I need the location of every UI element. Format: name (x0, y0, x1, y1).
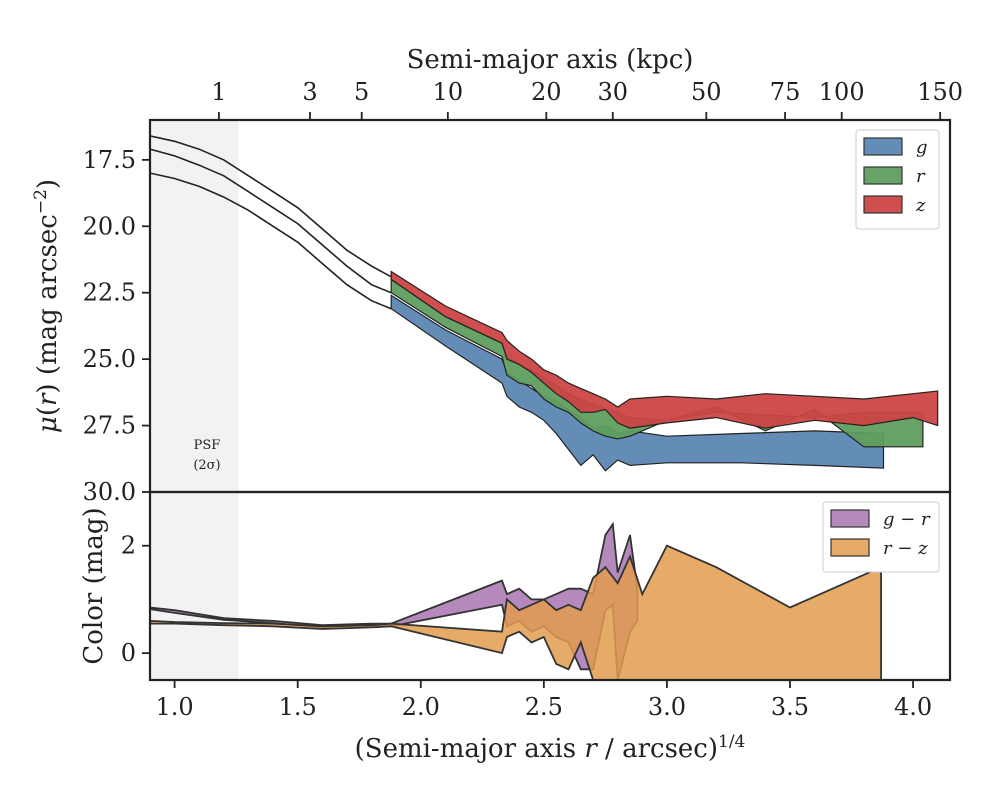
color-legend: g − r r − z (822, 501, 940, 573)
surface-brightness-legend: grz (855, 129, 940, 230)
top-tick-label: 100 (819, 78, 865, 106)
y-tick-label: 25.0 (83, 345, 136, 373)
x-tick-label: 3.0 (648, 693, 686, 721)
surface-brightness-panel: 17.5 20.0 22.5 25.0 27.5 30.0 1 3 5 10 20 30 50 75 10… (31, 45, 963, 506)
top-tick-label: 5 (354, 78, 369, 106)
y-tick-label: 0 (121, 639, 136, 667)
inner-profile-2 (150, 148, 392, 294)
y-tick-label: 20.0 (83, 212, 136, 240)
legend-label-z: z (915, 195, 926, 216)
x-tick-label: 2.0 (402, 693, 440, 721)
legend-label-r: r (916, 166, 926, 187)
inner-profile-3 (150, 172, 392, 310)
top-tick-label: 10 (433, 78, 464, 106)
top-tick-label: 150 (917, 78, 963, 106)
bottom-axis-title: (Semi-major axis r / arcsec)1/4 (355, 732, 746, 764)
color-ylabel: Color (mag) (79, 507, 109, 664)
legend-label-g-r: g − r (883, 509, 931, 530)
y-tick-label: 30.0 (83, 478, 136, 506)
color-panel: 0 2 1.0 1.5 2.0 2.5 3.0 3.5 4.0 Color (mag) (Se… (79, 490, 952, 764)
top-tick-label: 3 (302, 78, 317, 106)
inner-profile-1 (150, 135, 392, 278)
legend-label-g: g (916, 137, 928, 158)
psf-label-line2: (2σ) (193, 458, 220, 473)
y-tick-label: 22.5 (83, 279, 136, 307)
series-r-z-band (150, 544, 882, 680)
top-tick-label: 75 (770, 78, 801, 106)
legend-swatch-g (863, 137, 903, 156)
y-tick-label: 2 (121, 532, 136, 560)
top-tick-label: 1 (211, 78, 226, 106)
top-tick-label: 30 (597, 78, 628, 106)
legend-swatch-r (863, 166, 903, 185)
y-tick-label: 27.5 (83, 412, 136, 440)
x-tick-label: 3.5 (771, 693, 809, 721)
bottom-panel-frame (148, 490, 952, 682)
x-tick-label: 1.0 (156, 693, 194, 721)
x-tick-label: 4.0 (894, 693, 932, 721)
legend-swatch-r-z (830, 538, 870, 557)
psf-shade (150, 120, 239, 680)
legend-swatch-z (863, 195, 903, 214)
legend-label-r-z: r − z (883, 538, 928, 559)
legend-swatch-g-r (830, 509, 870, 528)
series-z-band (390, 270, 939, 429)
top-tick-label: 20 (531, 78, 562, 106)
surface-brightness-ylabel: μ(r) (mag arcsec−2) (31, 179, 63, 433)
x-tick-label: 2.5 (525, 693, 563, 721)
psf-label-line1: PSF (194, 438, 221, 453)
x-tick-label: 1.5 (279, 693, 317, 721)
psf-region (150, 120, 239, 680)
y-tick-label: 17.5 (83, 146, 136, 174)
top-tick-label: 50 (691, 78, 722, 106)
top-axis-title: Semi-major axis (kpc) (407, 45, 694, 75)
